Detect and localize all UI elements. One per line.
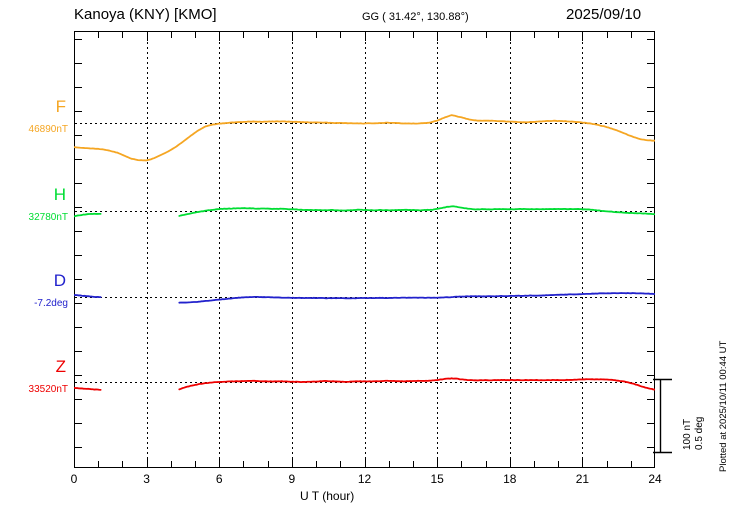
component-baseline-value-h: 32780nT [28, 212, 68, 223]
x-tick-label-18: 18 [503, 472, 517, 486]
component-baseline-value-d: -7.2deg [34, 298, 68, 309]
geographic-coordinates-label: GG ( 31.42°, 130.88°) [362, 11, 469, 23]
scale-bar-nT-label: 100 nT [682, 418, 693, 450]
component-name-f: F [55, 97, 66, 116]
scale-bar-deg-label: 0.5 deg [694, 416, 705, 450]
x-tick-label-12: 12 [357, 472, 372, 486]
magnetogram-plot-area [74, 31, 655, 468]
component-baseline-value-f: 46890nT [28, 124, 68, 135]
x-tick-label-24: 24 [648, 472, 662, 486]
component-name-d: D [53, 271, 66, 290]
x-axis-title: U T (hour) [300, 489, 355, 503]
component-name-z: Z [55, 357, 66, 376]
amplitude-scale-bar [653, 378, 672, 454]
x-tick-label-9: 9 [288, 472, 296, 486]
x-tick-label-0: 0 [70, 472, 78, 486]
component-baseline-value-z: 33520nT [28, 384, 68, 395]
page-title: Kanoya (KNY) [KMO] [74, 6, 217, 23]
x-tick-label-21: 21 [575, 472, 590, 486]
x-tick-label-15: 15 [430, 472, 444, 486]
plotted-timestamp: Plotted at 2025/10/11 00:44 UT [718, 340, 729, 472]
x-tick-label-6: 6 [215, 472, 223, 486]
traces-svg [74, 31, 655, 468]
component-name-h: H [53, 185, 66, 204]
x-tick-label-3: 3 [143, 472, 150, 486]
observation-date: 2025/09/10 [566, 6, 642, 23]
